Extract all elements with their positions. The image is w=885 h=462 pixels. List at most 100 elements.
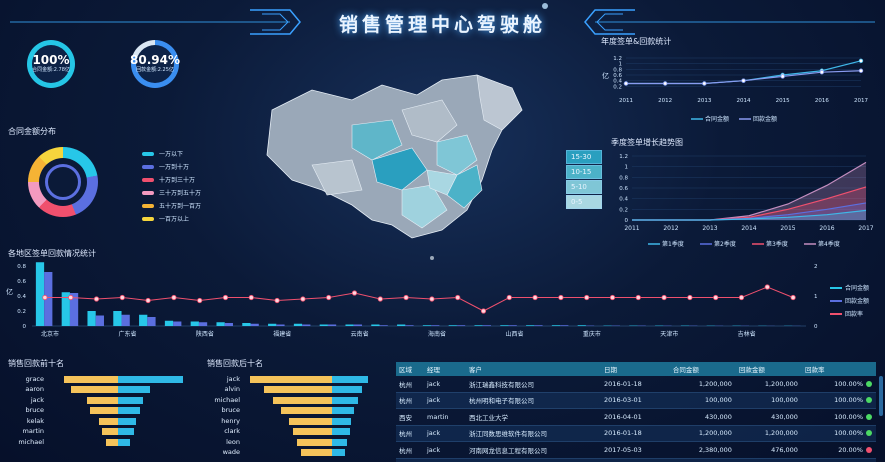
rank-bar-right xyxy=(332,386,362,394)
table-cell: martin xyxy=(424,408,466,426)
rank-name: jack xyxy=(226,374,240,383)
regional-xtick: 重庆市 xyxy=(583,330,601,338)
table-header[interactable]: 合同金额 xyxy=(669,362,736,376)
rank-bar-right xyxy=(332,428,350,436)
annual-xtick: 2015 xyxy=(776,98,790,104)
table-row[interactable]: 杭州 jack 河南网龙信息工程有限公司 2017-05-03 2,380,000 476… xyxy=(396,441,876,459)
table-cell: 2017-05-03 xyxy=(601,441,670,459)
rank-name: michael xyxy=(214,395,240,404)
quarterly-xtick: 2017 xyxy=(858,225,873,232)
regional-rate-point xyxy=(222,294,229,301)
rank-name: bruce xyxy=(221,406,241,415)
map-legend-item[interactable]: 5-10 xyxy=(566,180,602,194)
rank-row: bruce xyxy=(200,406,390,417)
regional-contract-bar xyxy=(319,324,328,326)
status-dot xyxy=(866,430,872,437)
table-row[interactable]: 杭州 jack 杭州明和电子有限公司 2016-03-01 100,000 100,000… xyxy=(396,392,876,409)
cell-text: 100.00% xyxy=(834,396,863,405)
annual-xtick: 2017 xyxy=(854,98,868,104)
annual-xtick: 2016 xyxy=(815,98,829,104)
regional-rate-point xyxy=(506,294,512,301)
map-legend-item[interactable]: 15-30 xyxy=(566,150,602,164)
dist-legend-item[interactable]: 三十万到五十万 xyxy=(142,186,201,199)
annual-ylabel: 亿 xyxy=(602,71,609,80)
rank-row: alvin xyxy=(200,385,390,396)
rank-row: henry xyxy=(200,416,390,427)
rank-bar-right xyxy=(118,386,150,394)
table-header[interactable]: 日期 xyxy=(601,362,670,376)
regional-received-bar xyxy=(224,323,233,326)
table-row[interactable]: 杭州 jack 浙江瑞鑫科技有限公司 2016-01-18 1,200,000 1,200… xyxy=(396,376,876,393)
table-cell: 430,000 xyxy=(735,408,802,426)
annual-ytick: 1.2 xyxy=(613,56,622,62)
rank-name: henry xyxy=(221,416,240,425)
regional-received-bar xyxy=(405,325,414,326)
rank-name: grace xyxy=(25,374,44,383)
annual-xtick: 2013 xyxy=(697,98,711,104)
cell-text: jack xyxy=(427,396,441,405)
regional-contract-bar xyxy=(61,292,70,326)
regional-ytick: 0 xyxy=(23,324,27,330)
annual-ytick: 0.8 xyxy=(613,67,622,73)
table-row[interactable]: 西安 martin 西北工业大学 2016-04-01 430,000 430,000 10… xyxy=(396,408,876,426)
rank-bar-left xyxy=(102,428,118,436)
regional-rate-point xyxy=(326,294,332,301)
regional-y2tick: 0 xyxy=(814,324,818,330)
regional-received-bar xyxy=(353,324,362,326)
dist-legend-item[interactable]: 五十万到一百万 xyxy=(142,199,201,212)
table-scrollbar[interactable] xyxy=(879,376,883,416)
table-cell: jack xyxy=(424,376,466,393)
regional-received-bar xyxy=(147,317,156,326)
rank-bar-left xyxy=(105,438,118,446)
table-row[interactable]: 杭州 jack 浙江同数思维软件有限公司 2016-01-18 1,200,000 1,2… xyxy=(396,425,876,442)
regional-rate-point xyxy=(119,294,125,301)
table-cell: 100.00% xyxy=(801,425,876,442)
regional-rate-point xyxy=(532,294,538,301)
table-cell: 2016-01-18 xyxy=(601,425,670,442)
rank-row: wade xyxy=(200,448,390,459)
regional-received-bar xyxy=(508,325,517,326)
dist-legend-item[interactable]: 一万到十万 xyxy=(142,160,201,173)
quarterly-chart: 0 0.2 0.4 0.6 0.8 1 1.2 2011 2012 2013 2014 2015 201… xyxy=(619,154,874,248)
regional-ylabel: 亿 xyxy=(6,287,13,296)
dist-legend-item[interactable]: 一万以下 xyxy=(142,147,201,160)
table-row[interactable]: 北京grace北京德邦科技有限公司2016-01-08300,000300,00… xyxy=(396,458,876,462)
regional-y2tick: 2 xyxy=(814,264,818,270)
table-cell: 100,000 xyxy=(735,392,802,409)
cell-text: 杭州明和电子有限公司 xyxy=(468,397,534,406)
map-legend-item[interactable]: 0-5 xyxy=(566,195,602,209)
legend-label: 三十万到五十万 xyxy=(159,190,202,197)
regional-received-bar xyxy=(173,321,182,326)
annual-point xyxy=(623,81,629,86)
legend-swatch xyxy=(142,190,154,195)
rank-bar-right xyxy=(118,375,183,383)
cell-text: 100,000 xyxy=(705,396,732,405)
table-cell: 杭州 xyxy=(396,392,424,409)
table-cell: 300,000 xyxy=(669,458,736,462)
table-cell: 1,200,000 xyxy=(669,376,736,393)
quarterly-ytick: 0 xyxy=(625,218,629,224)
map-legend-item[interactable]: 10-15 xyxy=(566,165,602,179)
regional-rate-point xyxy=(764,284,770,290)
table-header[interactable]: 客户 xyxy=(465,362,602,376)
dist-legend-item[interactable]: 一百万以上 xyxy=(142,212,201,225)
rank-bar-right xyxy=(118,417,136,425)
table-header[interactable]: 回款金额 xyxy=(735,362,802,376)
cell-text: jack xyxy=(427,379,441,388)
table-header[interactable]: 区域 xyxy=(396,362,424,376)
table-cell: 浙江瑞鑫科技有限公司 xyxy=(465,376,602,393)
rank-name: bruce xyxy=(25,406,45,415)
rank-row: michael xyxy=(4,437,194,448)
legend-label: 一万到十万 xyxy=(159,164,190,171)
cell-text: 1,200,000 xyxy=(764,429,798,438)
regional-rate-point xyxy=(609,294,616,301)
rank-row: bruce xyxy=(4,406,194,417)
dist-legend-item[interactable]: 十万到三十万 xyxy=(142,173,201,186)
table-header[interactable]: 回款率 xyxy=(801,362,876,376)
annual-xtick: 2012 xyxy=(658,98,672,104)
regional-rate-point xyxy=(790,294,796,301)
table-header[interactable]: 经理 xyxy=(424,362,466,376)
regional-rate-point xyxy=(429,296,435,302)
quarterly-xtick: 2012 xyxy=(663,225,678,232)
cell-text: 2016-01-18 xyxy=(604,379,642,388)
